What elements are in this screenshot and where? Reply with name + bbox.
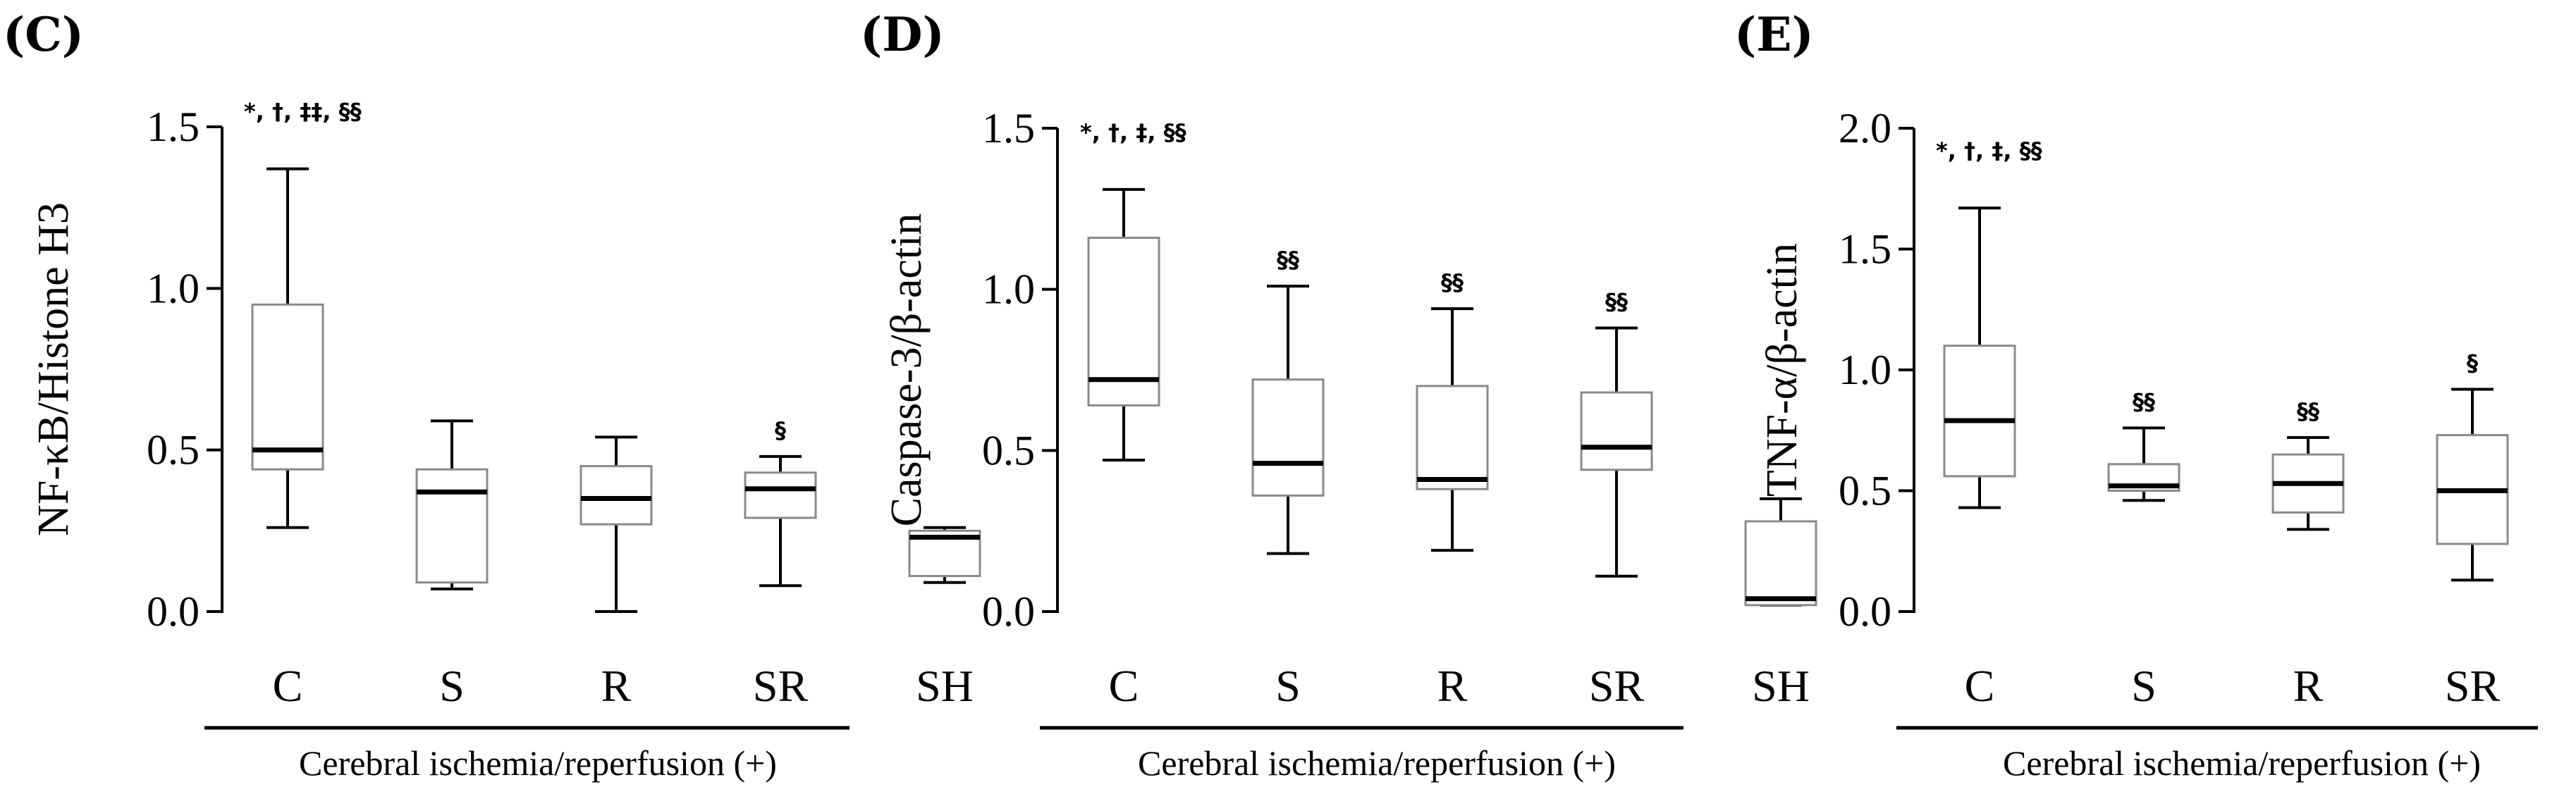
x-category-label: C [273, 661, 303, 711]
chart-panel-e: (E) TNF-α/β-actin 0.0 0.5 1.0 1.5 2.0 *, †, ‡, … [1734, 7, 2538, 783]
y-tick-label: 1.5 [1839, 226, 1891, 273]
y-tick-label: 0.5 [1839, 468, 1891, 514]
x-category-label: S [1275, 661, 1301, 711]
x-category-label: S [439, 661, 465, 711]
box-plot-c: *, †, ‡‡, §§ [244, 99, 362, 529]
x-category-label: SR [753, 661, 809, 711]
panel-label: (C) [3, 7, 84, 62]
box-plot-r: §§ [1416, 269, 1489, 552]
box-plot-c: *, †, ‡, §§ [1936, 137, 2042, 509]
y-tick-label: 1.0 [1839, 347, 1891, 393]
box-plot-sr: § [2436, 349, 2509, 582]
box-plot-s: §§ [2107, 388, 2181, 502]
x-category-label: R [601, 661, 632, 711]
y-tick-label: 1.0 [982, 266, 1035, 313]
y-tick-label: 0.0 [1839, 588, 1891, 635]
x-category-label: SH [916, 661, 974, 711]
iqr-box [1251, 378, 1325, 497]
x-category-label: SR [2445, 661, 2501, 711]
box-plot-s [415, 419, 489, 590]
panel-label: (D) [860, 7, 945, 62]
iqr-box [1580, 391, 1653, 471]
significance-annotation: § [2467, 349, 2478, 376]
x-category-label: SR [1589, 661, 1645, 711]
x-category-label: C [1965, 661, 1995, 711]
y-axis-label: Caspase-3/β-actin [883, 213, 931, 527]
x-category-label: R [2293, 661, 2324, 711]
significance-annotation: §§ [1441, 269, 1464, 296]
y-tick-label: 0.5 [147, 427, 200, 473]
iqr-box [1943, 345, 2016, 478]
significance-annotation: *, †, ‡, §§ [1936, 137, 2042, 164]
x-category-label: S [2131, 661, 2157, 711]
x-category-label: C [1109, 661, 1139, 711]
group-label: Cerebral ischemia/reperfusion (+) [1138, 743, 1616, 783]
significance-annotation: §§ [1605, 289, 1628, 316]
box-plot-sh [1744, 497, 1817, 607]
significance-annotation: §§ [2133, 388, 2155, 415]
significance-annotation: §§ [2297, 398, 2319, 425]
box-plot-sh [908, 526, 981, 584]
x-category-label: R [1437, 661, 1468, 711]
box-plot-sr: §§ [1580, 289, 1653, 578]
significance-annotation: *, †, ‡, §§ [1080, 119, 1186, 146]
group-label: Cerebral ischemia/reperfusion (+) [2003, 743, 2481, 783]
significance-annotation: *, †, ‡‡, §§ [244, 99, 362, 125]
y-tick-label: 1.5 [982, 105, 1035, 151]
iqr-box [251, 303, 324, 471]
chart-panel-d: (D) Caspase-3/β-actin 0.0 0.5 1.0 1.5 *, †, ‡,… [860, 7, 1817, 783]
y-tick-label: 1.5 [147, 104, 200, 150]
y-axis-label: TNF-α/β-actin [1758, 243, 1806, 497]
iqr-box [415, 468, 489, 584]
box-plot-r [579, 435, 653, 613]
group-label: Cerebral ischemia/reperfusion (+) [299, 743, 777, 783]
x-category-label: SH [1752, 661, 1810, 711]
box-plot-c: *, †, ‡, §§ [1080, 119, 1186, 462]
box-plot-s: §§ [1251, 247, 1325, 555]
box-plot-sr: § [744, 417, 817, 588]
y-tick-label: 0.5 [982, 427, 1035, 473]
iqr-box [744, 471, 817, 519]
iqr-box [1416, 385, 1489, 490]
panel-label: (E) [1734, 7, 1814, 62]
iqr-box [1744, 520, 1817, 607]
y-tick-label: 0.0 [147, 588, 200, 635]
y-tick-label: 1.0 [147, 265, 200, 311]
box-plot-r: §§ [2271, 398, 2345, 531]
y-tick-label: 2.0 [1839, 105, 1891, 151]
chart-panel-c: (C) NF-κB/Histone H3 0.0 0.5 1.0 1.5 *, †, ‡‡,… [3, 7, 981, 783]
iqr-box [579, 465, 653, 526]
y-axis-label: NF-κB/Histone H3 [30, 202, 78, 536]
significance-annotation: § [775, 417, 786, 444]
y-tick-label: 0.0 [982, 588, 1035, 635]
significance-annotation: §§ [1277, 247, 1299, 273]
